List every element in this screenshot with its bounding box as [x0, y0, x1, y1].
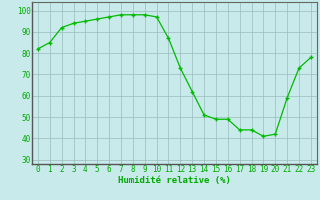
X-axis label: Humidité relative (%): Humidité relative (%)	[118, 176, 231, 185]
